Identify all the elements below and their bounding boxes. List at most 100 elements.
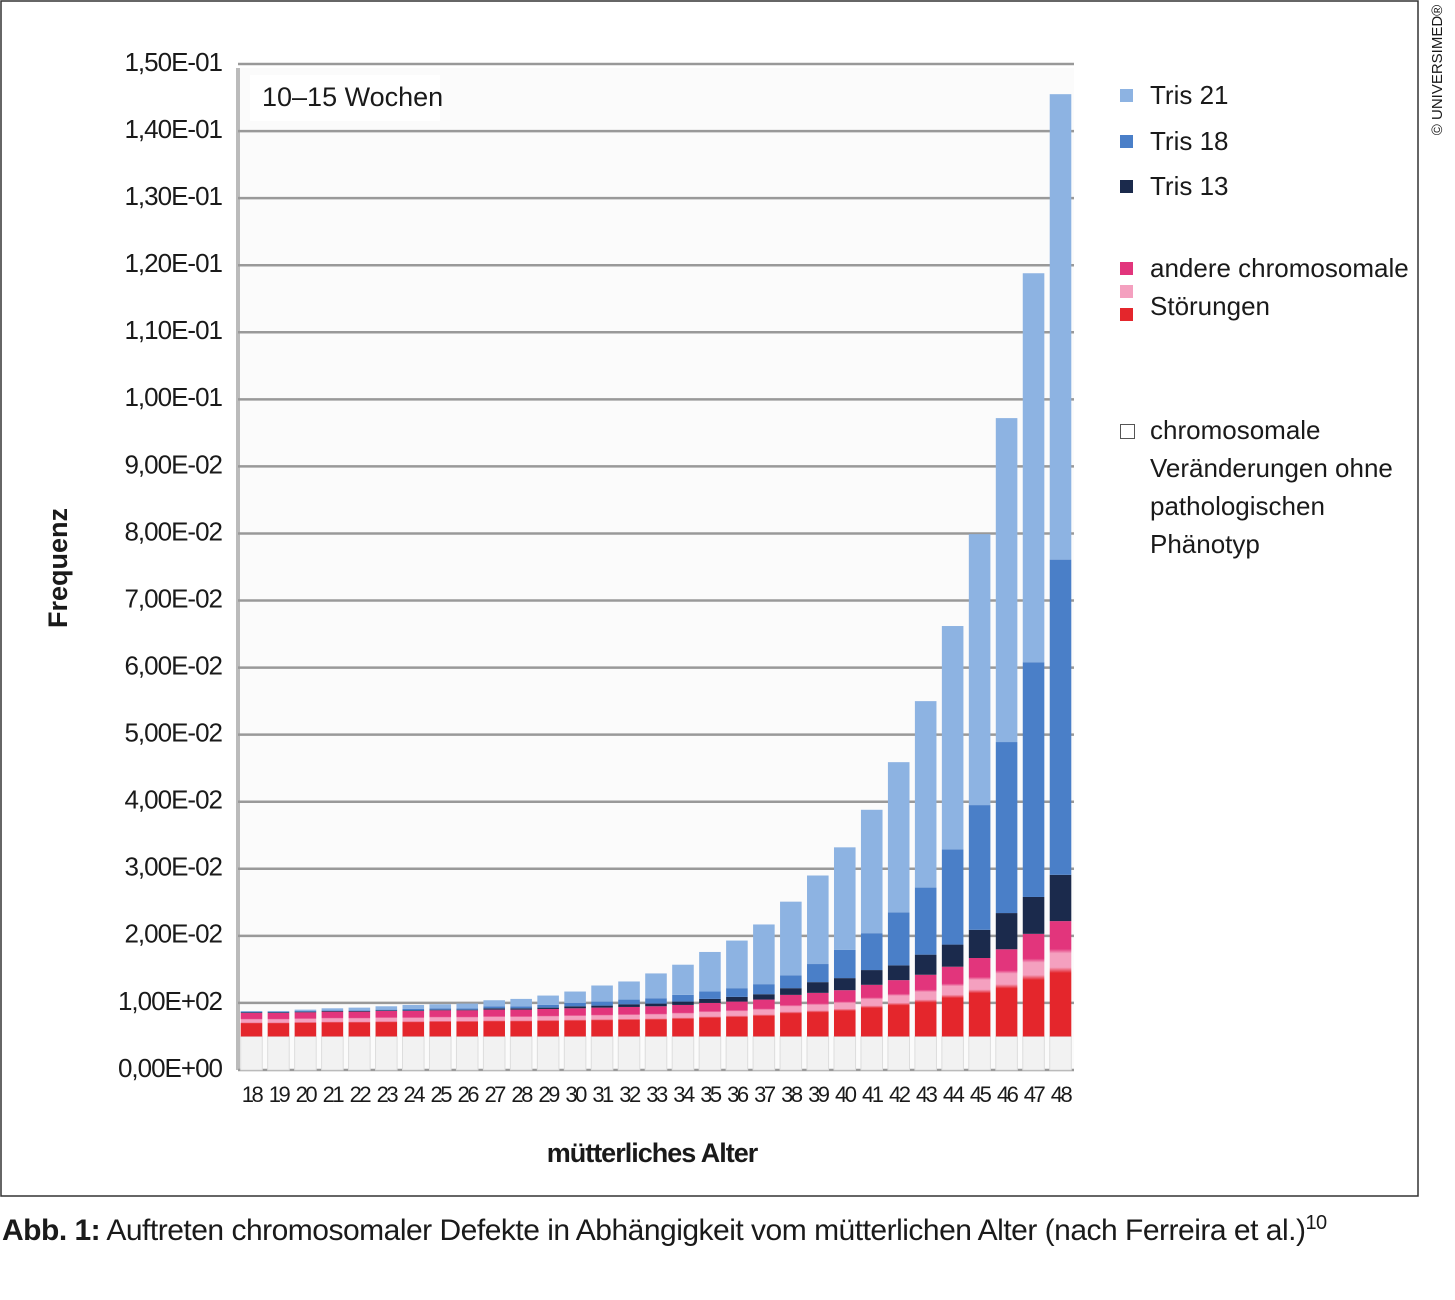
x-tick-label: 19: [269, 1082, 291, 1107]
bar-segment: [1049, 559, 1072, 875]
bar-segment: [752, 1035, 776, 1071]
bar-segment: [375, 1006, 398, 1010]
bar-segment: [968, 805, 991, 930]
bar-segment: [753, 984, 775, 995]
x-tick-label: 47: [1024, 1082, 1046, 1107]
bar-segment: [402, 1004, 425, 1009]
bar-segment: [806, 1035, 830, 1071]
bar-segment: [833, 990, 856, 1037]
bar-segment: [995, 742, 1018, 914]
bar-segment: [482, 1035, 506, 1071]
bar-segment: [698, 1035, 722, 1071]
bar-segment: [807, 964, 829, 983]
caption-ref: 10: [1305, 1212, 1327, 1234]
x-tick-label: 26: [457, 1082, 479, 1107]
bar-segment: [591, 1005, 613, 1008]
bar-segment: [672, 964, 694, 995]
bar-segment: [321, 1035, 344, 1071]
bar-segment: [510, 1006, 532, 1009]
bar-segment: [294, 1010, 317, 1012]
bar-segment: [672, 1004, 694, 1037]
bar-segment: [968, 929, 991, 958]
bar-segment: [914, 974, 937, 1037]
y-tick-label: 1,30E-01: [124, 181, 222, 211]
bar-segment: [455, 1035, 479, 1071]
bar-segment: [699, 951, 721, 992]
bar-segment: [618, 999, 640, 1005]
bar-segment: [402, 1008, 425, 1011]
bar-segment: [941, 944, 964, 967]
bar-segment: [294, 1011, 317, 1013]
bar-segment: [726, 996, 748, 1002]
bar-segment: [833, 978, 856, 991]
bar-segment: [429, 1010, 452, 1037]
bar-segment: [618, 1006, 640, 1037]
bar-segment: [914, 1035, 937, 1071]
bar-segment: [618, 1004, 640, 1007]
bar-segment: [1022, 896, 1045, 934]
bar-segment: [860, 970, 883, 985]
x-tick-label: 38: [781, 1082, 803, 1107]
bar-segment: [536, 1035, 560, 1071]
bar-segment: [887, 762, 910, 913]
bar-segment: [753, 924, 775, 985]
bar-segment: [537, 1008, 559, 1037]
bar-segment: [779, 1035, 803, 1071]
bar-segment: [725, 1035, 749, 1071]
bar-segment: [780, 988, 802, 995]
bar-segment: [645, 1006, 667, 1037]
frame: [0, 0, 1419, 1197]
bar-segment: [1049, 921, 1072, 1037]
bar-segment: [429, 1009, 452, 1011]
bar-segment: [563, 1035, 587, 1071]
y-tick-label: 7,00E-02: [124, 583, 222, 613]
bar-segment: [914, 954, 937, 975]
x-tick-label: 31: [592, 1082, 614, 1107]
bar-segment: [267, 1011, 290, 1013]
x-tick-label: 37: [754, 1082, 776, 1107]
bar-segment: [348, 1011, 371, 1037]
y-tick-label: 9,00E-02: [124, 449, 222, 479]
legend-swatch: [1120, 89, 1133, 102]
y-tick-label: 2,00E-02: [124, 919, 222, 949]
bar-segment: [591, 1001, 613, 1006]
x-tick-label: 28: [511, 1082, 533, 1107]
bar-segment: [780, 901, 802, 976]
bar-segment: [240, 1012, 263, 1037]
bar-segment: [726, 940, 748, 989]
y-tick-label: 1,00E-01: [124, 382, 222, 412]
bar-segment: [590, 1035, 614, 1071]
bar-segment: [456, 1010, 479, 1037]
bar-segment: [1022, 1035, 1045, 1071]
x-tick-label: 23: [377, 1082, 399, 1107]
y-tick-label: 1,40E-01: [124, 114, 222, 144]
bar-segment: [860, 1035, 884, 1071]
bar-segment: [914, 887, 937, 955]
bar-segment: [968, 957, 991, 1037]
bar-segment: [1049, 874, 1072, 922]
bar-segment: [375, 1010, 398, 1037]
bar-segment: [240, 1012, 263, 1013]
bar-segment: [294, 1035, 317, 1071]
x-tick-label: 30: [565, 1082, 587, 1107]
x-tick-label: 40: [835, 1082, 857, 1107]
bar-segment: [780, 994, 802, 1037]
x-tick-label: 45: [970, 1082, 992, 1107]
bar-segment: [995, 1035, 1018, 1071]
bar-segment: [645, 973, 667, 999]
x-tick-label: 48: [1051, 1082, 1073, 1107]
bar-segment: [699, 991, 721, 999]
legend-label: Tris 13: [1150, 171, 1229, 201]
bar-segment: [375, 1010, 398, 1011]
bar-segment: [456, 1008, 479, 1010]
legend-swatch: [1120, 262, 1133, 275]
bar-segment: [510, 1008, 532, 1010]
bar-segment: [726, 988, 748, 997]
legend-swatch: [1120, 285, 1133, 298]
x-tick-label: 39: [808, 1082, 830, 1107]
bar-segment: [645, 998, 667, 1004]
y-tick-label: 5,00E-02: [124, 718, 222, 748]
x-tick-label: 42: [889, 1082, 911, 1107]
x-tick-label: 43: [916, 1082, 938, 1107]
